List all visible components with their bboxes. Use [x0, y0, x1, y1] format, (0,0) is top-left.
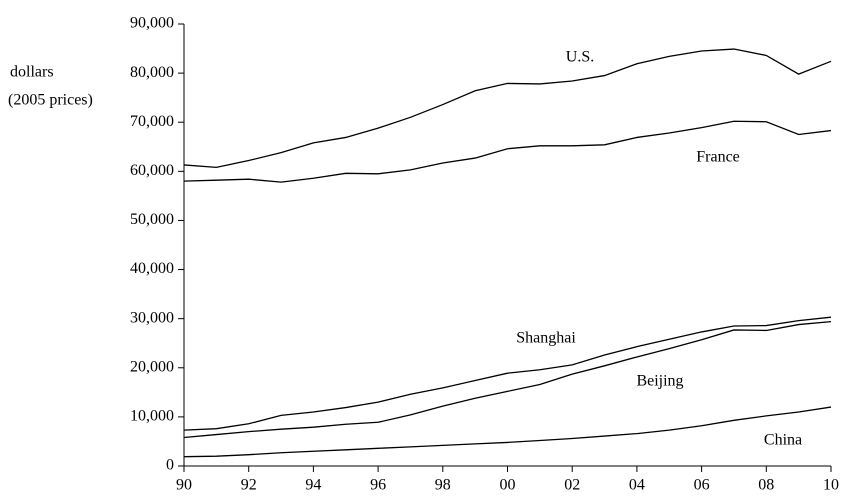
y-tick-label: 10,000 — [130, 408, 174, 425]
y-tick-label: 30,000 — [130, 309, 174, 326]
series-line — [183, 316, 832, 431]
x-tick-label: 10 — [823, 477, 839, 494]
series-line — [183, 120, 832, 183]
series-line — [183, 48, 832, 169]
x-tick-label: 06 — [694, 477, 710, 494]
series-label: Beijing — [636, 373, 683, 390]
y-tick-label: 50,000 — [130, 211, 174, 228]
y-tick-label: 70,000 — [130, 113, 174, 130]
series-line — [183, 406, 832, 458]
x-tick-label: 90 — [176, 477, 192, 494]
y-tick-label: 20,000 — [130, 358, 174, 375]
x-tick-label: 96 — [370, 477, 386, 494]
x-tick-label: 92 — [241, 477, 257, 494]
x-tick-label: 04 — [629, 477, 645, 494]
x-tick-label: 98 — [435, 477, 451, 494]
y-tick-label: 40,000 — [130, 260, 174, 277]
y-axis-label: (2005 prices) — [8, 92, 93, 109]
series-label: China — [764, 432, 802, 449]
y-axis-label: dollars — [10, 64, 54, 81]
y-tick-label: 0 — [166, 457, 174, 474]
x-tick-label: 08 — [758, 477, 774, 494]
y-tick-label: 80,000 — [130, 64, 174, 81]
x-tick-label: 00 — [500, 477, 516, 494]
series-label: France — [696, 149, 740, 166]
series-label: Shanghai — [516, 330, 576, 347]
y-tick-label: 90,000 — [130, 15, 174, 32]
series-line — [183, 320, 832, 439]
x-tick-label: 94 — [305, 477, 321, 494]
y-tick-label: 60,000 — [130, 162, 174, 179]
series-label: U.S. — [566, 49, 594, 66]
x-tick-label: 02 — [564, 477, 580, 494]
